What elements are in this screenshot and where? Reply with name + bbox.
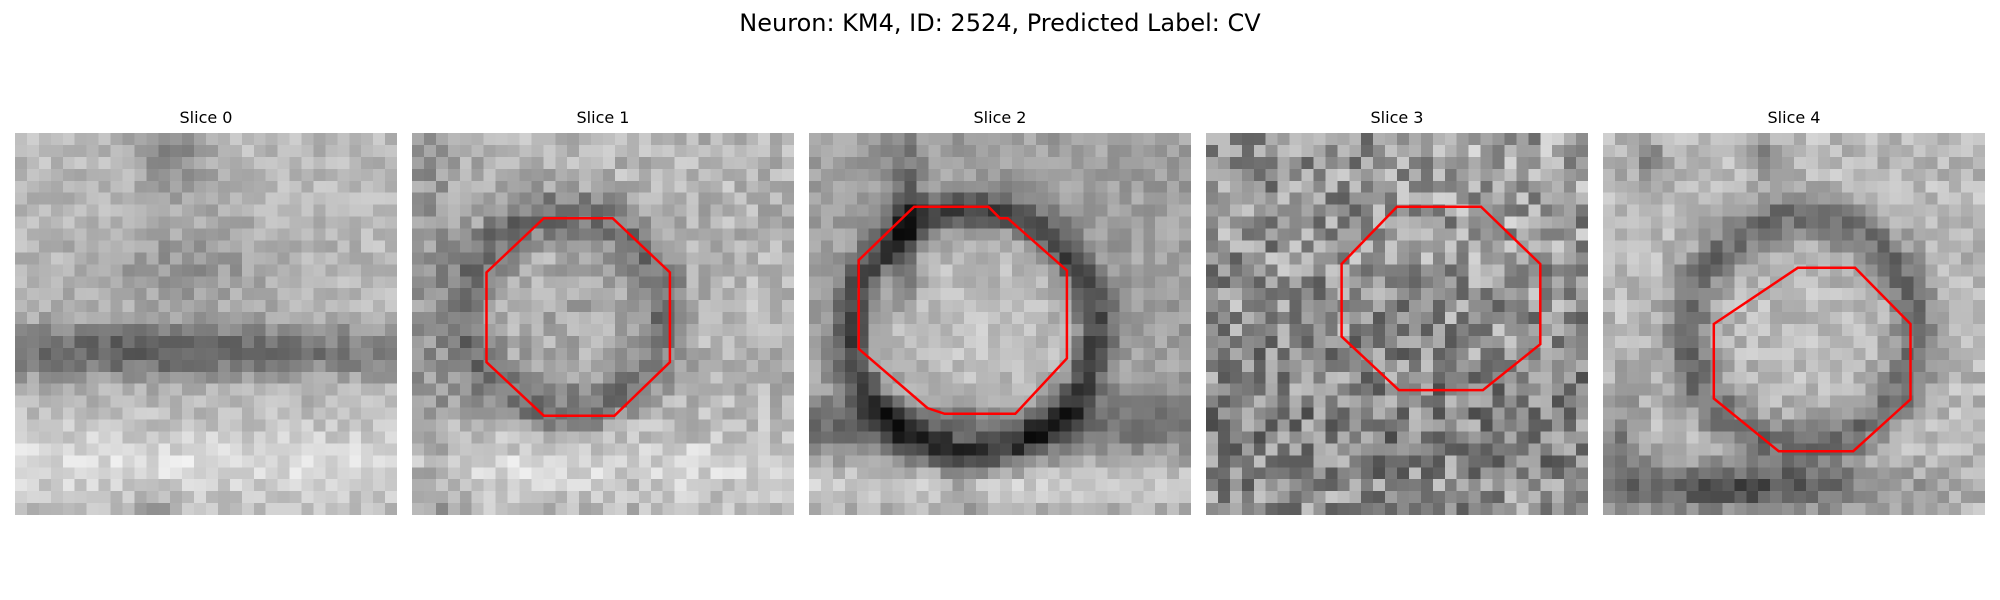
slice-panel-2: Slice 2 [809,108,1191,515]
slice-image-svg [1206,133,1588,515]
slice-panel-4: Slice 4 [1603,108,1985,515]
pixel-grid [1206,133,1588,515]
roi-outline [857,205,1069,416]
pixel-grid [809,133,1191,515]
slice-image-svg [1603,133,1985,515]
slice-panel-1: Slice 1 [412,108,794,515]
roi-outline [485,216,672,417]
slice-image-svg [809,133,1191,515]
slice-title: Slice 4 [1767,108,1821,127]
roi-outline [1340,205,1542,392]
slice-image [15,133,397,515]
slice-image [1206,133,1588,515]
slice-panel-3: Slice 3 [1206,108,1588,515]
pixel-grid [412,133,794,515]
pixel-grid [1603,133,1985,515]
slice-panel-0: Slice 0 [15,108,397,515]
slice-image [412,133,794,515]
roi-outline [1712,266,1912,453]
slice-title: Slice 1 [576,108,630,127]
slice-image [809,133,1191,515]
slice-title: Slice 3 [1370,108,1424,127]
figure-title: Neuron: KM4, ID: 2524, Predicted Label: … [739,9,1261,37]
slice-image-svg [412,133,794,515]
slice-image-svg [15,133,397,515]
slice-title: Slice 0 [179,108,233,127]
slice-image [1603,133,1985,515]
slice-title: Slice 2 [973,108,1027,127]
pixel-grid [15,133,397,515]
